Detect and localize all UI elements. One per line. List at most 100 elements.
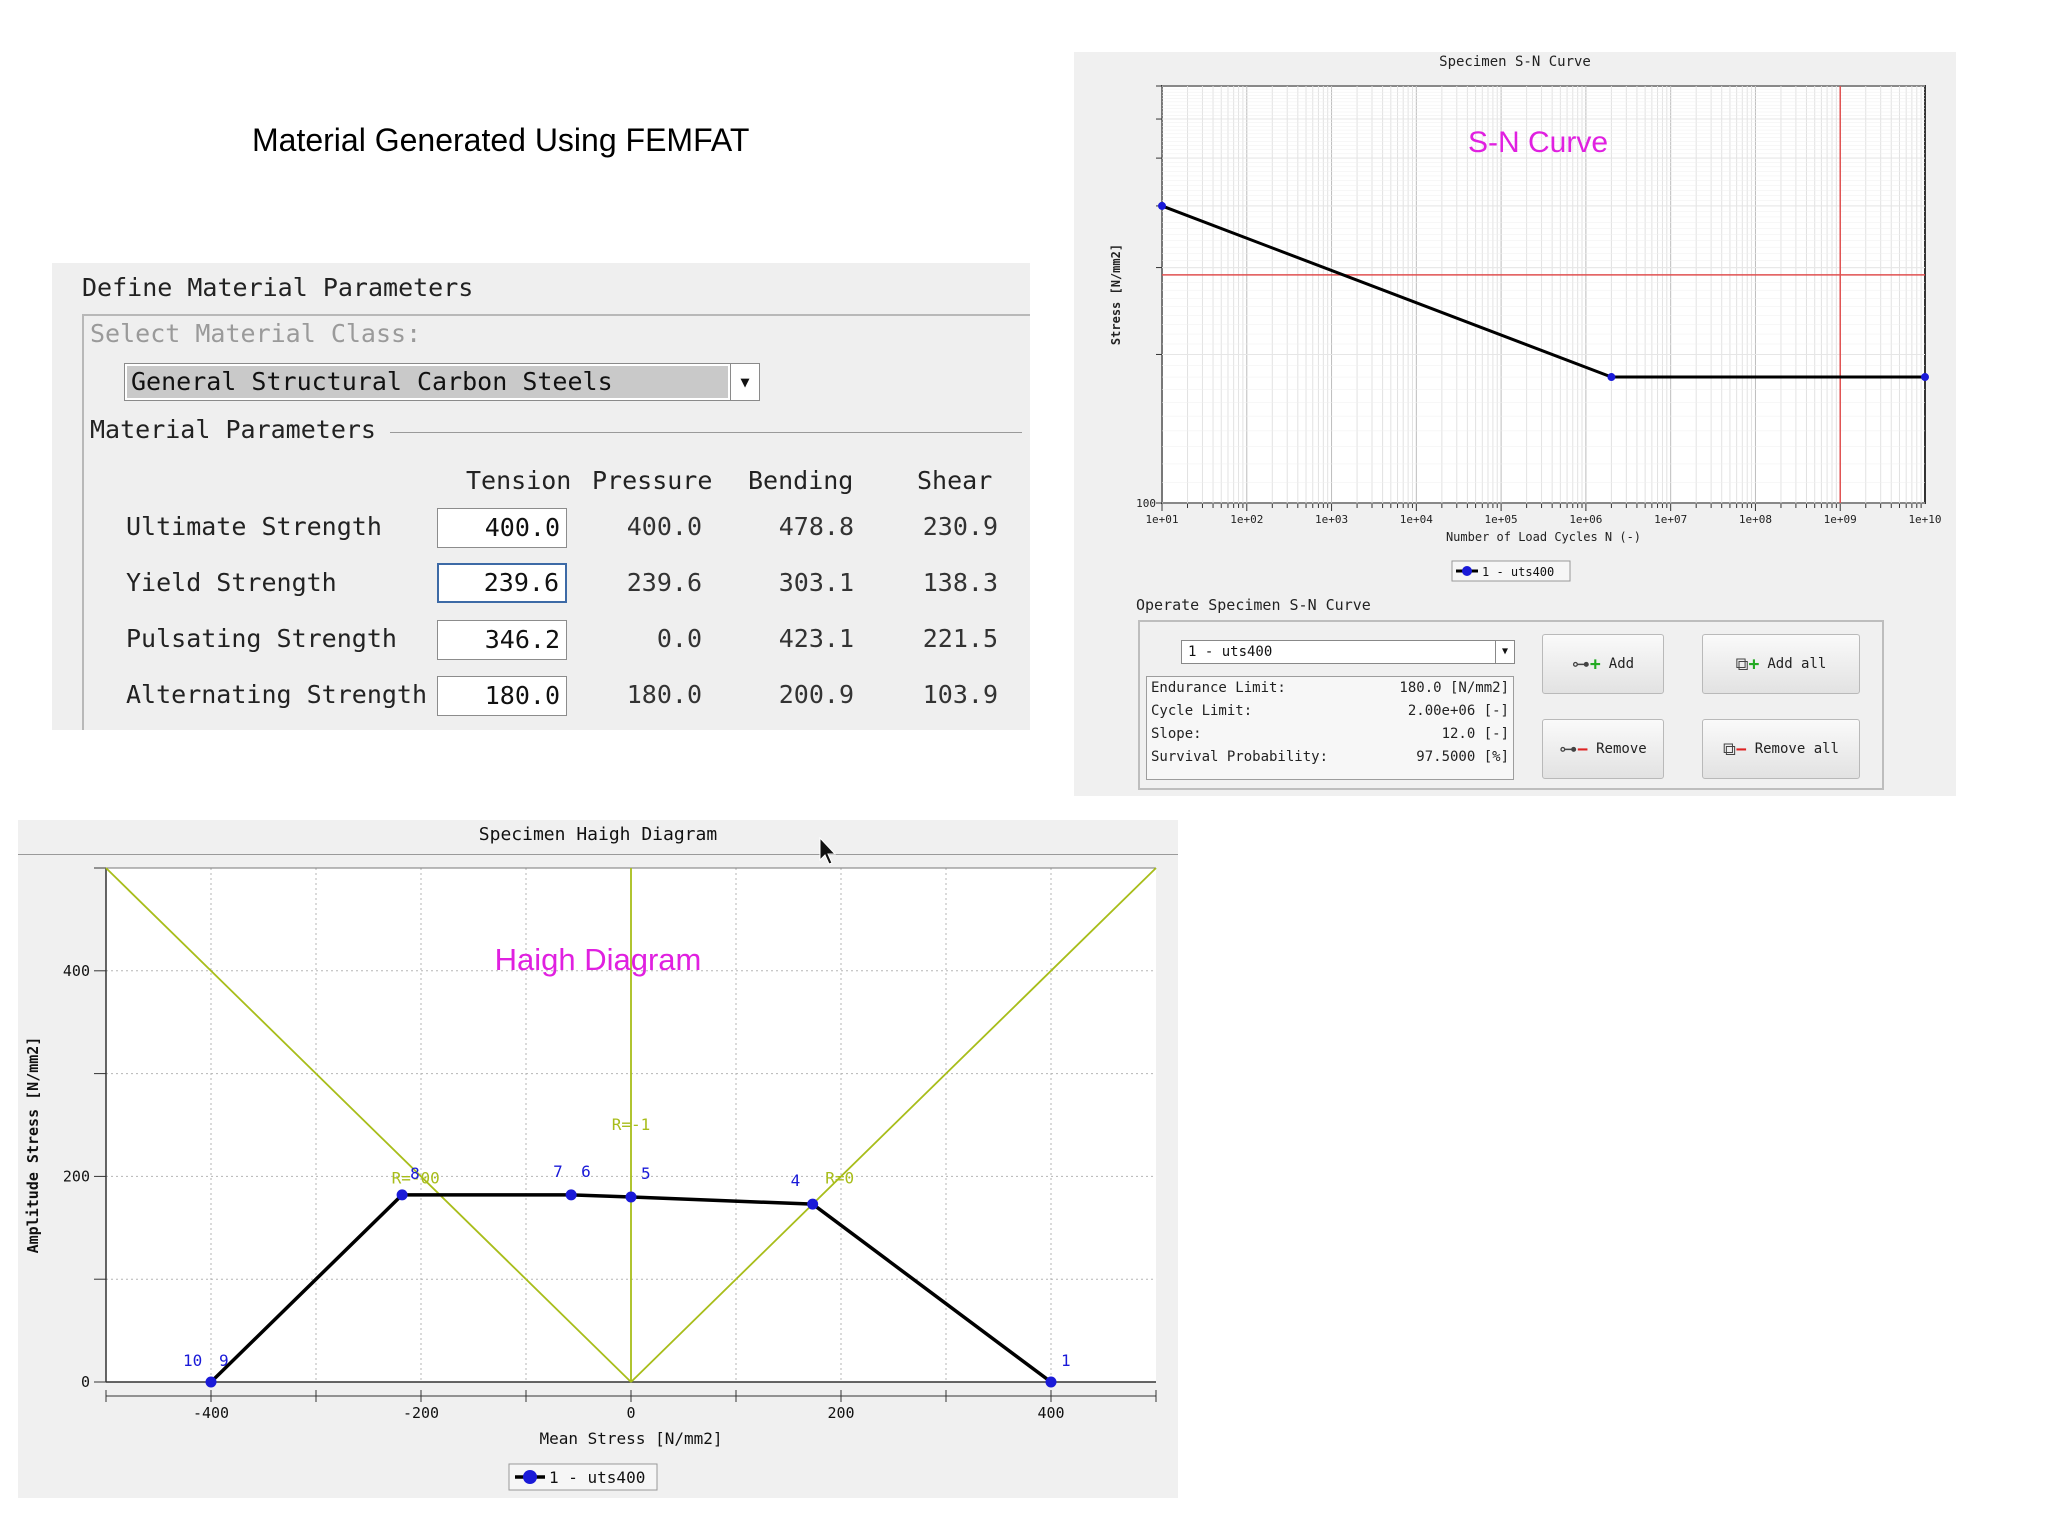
- remove-all-button-label: Remove all: [1754, 741, 1839, 757]
- select-material-class-label: Select Material Class:: [90, 319, 422, 348]
- yield-strength-pressure: 239.6: [626, 568, 702, 597]
- haigh-chart[interactable]: -400 -200 0 200 400 0 200 400 Mean Stress [N/mm2…: [18, 820, 1178, 1498]
- ultimate-strength-bending: 478.8: [778, 512, 854, 541]
- panel-title: Define Material Parameters: [82, 273, 474, 302]
- legend-marker: [1462, 566, 1472, 576]
- chevron-down-icon[interactable]: ▼: [1495, 641, 1514, 663]
- remove-button[interactable]: ⊶− Remove: [1542, 719, 1664, 779]
- haigh-point-label: 10: [183, 1351, 202, 1370]
- material-class-value: General Structural Carbon Steels: [127, 366, 728, 398]
- property-value: 2.00e+06 [-]: [1407, 703, 1509, 719]
- add-all-button[interactable]: ⧉+ Add all: [1702, 634, 1860, 694]
- mouse-cursor-icon: [819, 836, 837, 865]
- x-tick-label: 200: [827, 1404, 854, 1422]
- x-tick-label: 400: [1037, 1404, 1064, 1422]
- property-label: Slope:: [1151, 726, 1202, 742]
- y-tick-label: 400: [63, 962, 90, 980]
- add-curve-icon: ⊶+: [1571, 653, 1601, 675]
- property-label: Cycle Limit:: [1151, 703, 1253, 719]
- remove-all-button[interactable]: ⧉− Remove all: [1702, 719, 1860, 779]
- sn-data-point: [1921, 373, 1929, 382]
- alternating-strength-pressure: 180.0: [626, 680, 702, 709]
- title-separator: [18, 854, 1178, 855]
- material-parameters-group-label: Material Parameters: [90, 415, 390, 444]
- property-value: 180.0 [N/mm2]: [1399, 680, 1509, 696]
- property-value: 12.0 [-]: [1441, 726, 1509, 742]
- alternating-strength-tension-input[interactable]: 180.0: [437, 676, 567, 716]
- operate-sn-curve-group: [1138, 620, 1884, 790]
- haigh-point-label: 8: [410, 1164, 420, 1183]
- material-parameters-panel: Define Material Parameters Select Materi…: [52, 263, 1030, 730]
- row-label-ultimate-strength: Ultimate Strength: [126, 512, 382, 541]
- pulsating-strength-pressure: 0.0: [656, 624, 702, 653]
- column-header-pressure: Pressure: [592, 466, 713, 495]
- legend-box: [1451, 560, 1571, 582]
- frame-border: [82, 314, 1030, 316]
- page-title: Material Generated Using FEMFAT: [252, 122, 750, 158]
- add-all-curves-icon: ⧉+: [1735, 653, 1760, 675]
- remove-button-label: Remove: [1596, 741, 1647, 757]
- chevron-down-icon[interactable]: ▼: [730, 364, 759, 400]
- haigh-data-point: [807, 1198, 819, 1210]
- haigh-data-point: [205, 1376, 217, 1388]
- haigh-data-point: [565, 1189, 577, 1201]
- r-ratio-label: R=0: [825, 1169, 854, 1188]
- x-tick-label: 1e+08: [1739, 513, 1772, 526]
- haigh-overlay-label: Haigh Diagram: [495, 942, 702, 977]
- y-axis-label: Amplitude Stress [N/mm2]: [24, 1037, 42, 1254]
- haigh-point-label: 5: [641, 1164, 651, 1183]
- column-header-tension: Tension: [466, 466, 572, 495]
- y-axis-label: Stress [N/mm2]: [1109, 244, 1123, 345]
- row-label-pulsating-strength: Pulsating Strength: [126, 624, 397, 653]
- property-row: Cycle Limit: 2.00e+06 [-]: [1147, 700, 1513, 723]
- column-header-bending: Bending: [748, 466, 854, 495]
- property-row: Slope: 12.0 [-]: [1147, 723, 1513, 746]
- x-tick-label: 1e+06: [1569, 513, 1602, 526]
- material-class-dropdown[interactable]: General Structural Carbon Steels ▼: [124, 363, 760, 401]
- pulsating-strength-shear: 221.5: [922, 624, 998, 653]
- legend-label: 1 - uts400: [1482, 565, 1554, 579]
- y-tick-label: 100: [1136, 497, 1156, 510]
- legend-marker: [523, 1470, 537, 1484]
- operate-sn-curve-label: Operate Specimen S-N Curve: [1136, 596, 1371, 614]
- yield-strength-tension-input[interactable]: 239.6: [437, 563, 567, 603]
- x-tick-label: 1e+03: [1315, 513, 1348, 526]
- yield-strength-shear: 138.3: [922, 568, 998, 597]
- sn-curve-panel: Specimen S-N Curve 100 1e+01 1e+02 1e+03 1e+…: [1074, 52, 1956, 796]
- ultimate-strength-tension-input[interactable]: 400.0: [437, 508, 567, 548]
- x-tick-label: 1e+04: [1400, 513, 1433, 526]
- haigh-data-point: [1045, 1376, 1057, 1388]
- x-axis-label: Mean Stress [N/mm2]: [539, 1429, 722, 1448]
- row-label-yield-strength: Yield Strength: [126, 568, 337, 597]
- haigh-data-point: [396, 1189, 408, 1201]
- add-all-button-label: Add all: [1767, 656, 1827, 672]
- r-ratio-line: [105, 867, 632, 1383]
- x-tick-label: -200: [403, 1404, 439, 1422]
- y-tick-label: 200: [63, 1167, 90, 1185]
- haigh-data-point: [625, 1191, 637, 1203]
- legend-label: 1 - uts400: [549, 1468, 645, 1487]
- alternating-strength-bending: 200.9: [778, 680, 854, 709]
- column-header-shear: Shear: [917, 466, 993, 495]
- pulsating-strength-tension-input[interactable]: 346.2: [437, 620, 567, 660]
- property-row: Survival Probability: 97.5000 [%]: [1147, 746, 1513, 769]
- x-tick-label: 0: [626, 1404, 635, 1422]
- r-ratio-label: R=-00: [392, 1169, 440, 1188]
- yield-strength-bending: 303.1: [778, 568, 854, 597]
- sn-data-point: [1607, 373, 1616, 382]
- x-tick-label: 1e+02: [1230, 513, 1263, 526]
- property-row: Endurance Limit: 180.0 [N/mm2]: [1147, 677, 1513, 700]
- x-tick-label: 1e+09: [1824, 513, 1857, 526]
- remove-all-curves-icon: ⧉−: [1723, 738, 1747, 760]
- sn-overlay-label: S-N Curve: [1468, 126, 1608, 159]
- sn-chart[interactable]: 100 1e+01 1e+02 1e+03 1e+04 1e+05 1e+06 1e+07 1e…: [1074, 52, 1956, 592]
- haigh-series-line: [209, 1193, 1053, 1384]
- ultimate-strength-pressure: 400.0: [626, 512, 702, 541]
- haigh-point-label: 7: [553, 1162, 563, 1181]
- sn-curve-select[interactable]: 1 - uts400 ▼: [1181, 640, 1515, 664]
- add-button[interactable]: ⊶+ Add: [1542, 634, 1664, 694]
- x-axis-label: Number of Load Cycles N (-): [1446, 530, 1641, 544]
- haigh-point-label: 6: [581, 1162, 591, 1181]
- ultimate-strength-shear: 230.9: [922, 512, 998, 541]
- property-label: Survival Probability:: [1151, 749, 1329, 765]
